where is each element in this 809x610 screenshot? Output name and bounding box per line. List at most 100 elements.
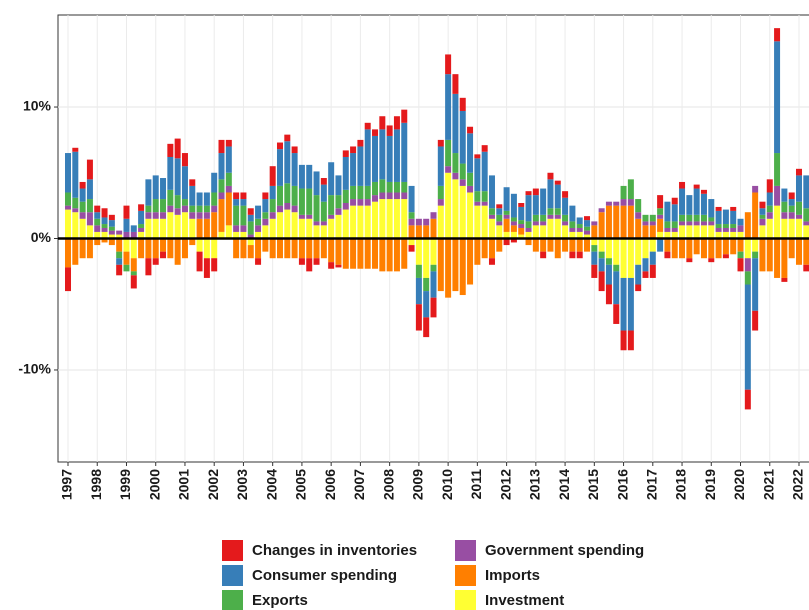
bar-segment: [686, 225, 693, 239]
bar-segment: [291, 205, 298, 213]
x-tick-label: 2021: [760, 469, 776, 500]
bar-segment: [218, 199, 225, 232]
bar-segment: [298, 164, 305, 189]
bar-segment: [108, 230, 115, 235]
bar-segment: [342, 150, 349, 157]
bar-segment: [342, 209, 349, 239]
bar-segment: [342, 156, 349, 190]
bar-segment: [649, 221, 656, 226]
x-tick-label: 2005: [293, 469, 309, 500]
bar-segment: [189, 185, 196, 206]
bar-segment: [693, 238, 700, 255]
bar-segment: [488, 175, 495, 209]
bar-segment: [503, 238, 510, 246]
bar-segment: [189, 205, 196, 213]
x-tick-label: 1998: [88, 469, 104, 500]
bar-segment: [269, 238, 276, 259]
bar-segment: [255, 238, 262, 259]
bar-segment: [459, 163, 466, 180]
legend-label: Investment: [485, 592, 564, 609]
bar-segment: [306, 258, 313, 272]
legend-swatch: [455, 540, 476, 561]
y-tick-label: 0%: [31, 229, 52, 245]
bar-segment: [313, 195, 320, 222]
bar-segment: [181, 238, 188, 259]
bar-segment: [715, 238, 722, 259]
bar-segment: [101, 238, 108, 243]
bar-segment: [540, 238, 547, 252]
bar-segment: [437, 205, 444, 239]
bar-segment: [72, 212, 79, 239]
bar-segment: [101, 217, 108, 225]
bar-segment: [335, 175, 342, 196]
bar-segment: [584, 238, 591, 252]
bar-segment: [605, 284, 612, 305]
bar-segment: [160, 178, 167, 200]
bar-segment: [108, 234, 115, 239]
bar-segment: [613, 264, 620, 272]
bar-segment: [328, 162, 335, 196]
bar-segment: [320, 184, 327, 202]
bar-segment: [167, 238, 174, 259]
bar-segment: [211, 238, 218, 259]
bar-segment: [350, 153, 357, 186]
bar-segment: [620, 199, 627, 206]
bar-segment: [496, 208, 503, 215]
bar-segment: [796, 175, 802, 202]
bar-segment: [569, 238, 576, 252]
bar-segment: [72, 147, 79, 152]
bar-segment: [518, 220, 525, 225]
bar-segment: [737, 231, 744, 239]
bar-segment: [423, 317, 430, 338]
bar-segment: [225, 185, 232, 193]
bar-segment: [715, 231, 722, 239]
x-tick-label: 2006: [322, 469, 338, 500]
bar-segment: [130, 238, 137, 259]
bar-segment: [737, 218, 744, 226]
bar-segment: [715, 206, 722, 211]
bar-segment: [722, 209, 729, 225]
bar-segment: [510, 238, 517, 243]
bar-segment: [532, 221, 539, 226]
bar-segment: [752, 192, 759, 239]
bar-segment: [525, 191, 532, 196]
x-tick-label: 2000: [146, 469, 162, 500]
bar-segment: [532, 195, 539, 215]
bar-segment: [496, 204, 503, 209]
bar-segment: [401, 192, 408, 200]
bar-segment: [423, 277, 430, 292]
bar-segment: [408, 225, 415, 239]
bar-segment: [518, 203, 525, 207]
bar-segment: [203, 218, 210, 239]
bar-segment: [613, 201, 620, 206]
x-tick-label: 2009: [410, 469, 426, 500]
bar-segment: [488, 218, 495, 239]
bar-segment: [233, 192, 240, 200]
bar-segment: [430, 271, 437, 298]
bar-segment: [766, 212, 773, 219]
bar-segment: [269, 212, 276, 219]
bar-segment: [591, 238, 598, 246]
bar-segment: [152, 238, 159, 259]
bar-segment: [642, 238, 649, 259]
bar-segment: [298, 258, 305, 265]
bar-segment: [627, 199, 634, 206]
bar-segment: [138, 231, 145, 239]
bar-segment: [657, 231, 664, 239]
bar-segment: [379, 116, 386, 130]
bar-segment: [247, 234, 254, 239]
bar-segment: [642, 214, 649, 222]
bar-segment: [700, 214, 707, 222]
bar-segment: [189, 238, 196, 246]
bar-segment: [569, 251, 576, 259]
bar-segment: [635, 264, 642, 285]
bar-segment: [744, 258, 751, 272]
bar-segment: [679, 181, 686, 189]
bar-segment: [211, 212, 218, 239]
bar-segment: [752, 185, 759, 193]
bar-segment: [94, 231, 101, 239]
bar-segment: [708, 225, 715, 239]
bar-segment: [262, 192, 269, 200]
bar-segment: [196, 218, 203, 239]
